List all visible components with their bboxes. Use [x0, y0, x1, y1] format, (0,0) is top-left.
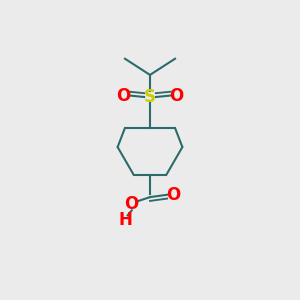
Text: O: O — [166, 186, 180, 204]
Text: O: O — [116, 86, 130, 104]
Text: O: O — [124, 196, 139, 214]
Text: H: H — [118, 211, 132, 229]
Text: O: O — [169, 86, 184, 104]
Text: S: S — [144, 88, 156, 106]
